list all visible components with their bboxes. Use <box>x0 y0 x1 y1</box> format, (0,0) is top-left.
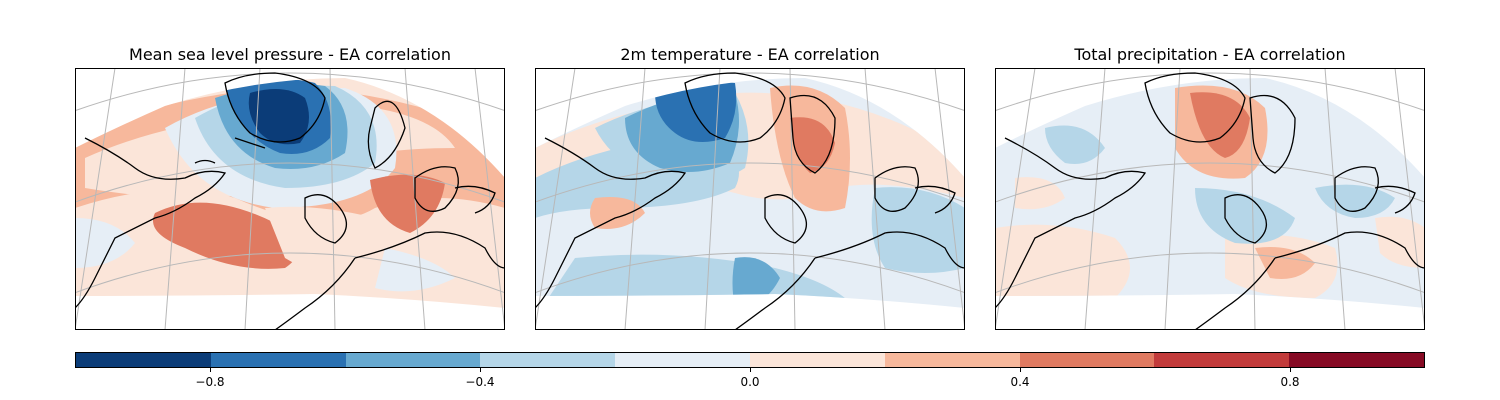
map-title-t2m: 2m temperature - EA correlation <box>620 45 880 64</box>
colorbar-tick-label: 0.4 <box>1010 375 1030 389</box>
colorbar-tick <box>1020 368 1021 372</box>
map-frame <box>535 68 965 330</box>
map-title-mslp: Mean sea level pressure - EA correlation <box>129 45 451 64</box>
colorbar-bin <box>345 353 481 367</box>
colorbar-bin <box>480 353 616 367</box>
map-precip <box>995 68 1425 330</box>
colorbar-bin <box>1154 353 1290 367</box>
colorbar-tick-label: −0.4 <box>465 375 495 389</box>
data-field <box>535 78 965 308</box>
data-field <box>995 78 1425 308</box>
colorbar-bin <box>884 353 1020 367</box>
map-title-precip: Total precipitation - EA correlation <box>1074 45 1346 64</box>
colorbar-tick-label: 0.8 <box>1280 375 1300 389</box>
colorbar-tick <box>210 368 211 372</box>
map-mslp <box>75 68 505 330</box>
colorbar-bin <box>1289 353 1424 367</box>
colorbar-tick <box>1290 368 1291 372</box>
colorbar-bin <box>1019 353 1155 367</box>
coastlines <box>535 72 965 330</box>
colorbar-bin <box>76 353 211 367</box>
colorbar <box>75 352 1425 368</box>
graticule <box>995 68 1425 330</box>
colorbar-tick <box>750 368 751 372</box>
coastlines <box>995 72 1425 330</box>
map-frame <box>995 68 1425 330</box>
colorbar-tick <box>480 368 481 372</box>
map-frame <box>75 68 505 330</box>
colorbar-bin <box>615 353 750 367</box>
colorbar-tick-label: −0.8 <box>195 375 225 389</box>
colorbar-bin <box>749 353 885 367</box>
colorbar-tick-label: 0.0 <box>740 375 760 389</box>
coastlines <box>75 72 505 330</box>
data-field <box>75 78 505 308</box>
graticule <box>75 68 505 330</box>
colorbar-bin <box>210 353 346 367</box>
map-t2m <box>535 68 965 330</box>
